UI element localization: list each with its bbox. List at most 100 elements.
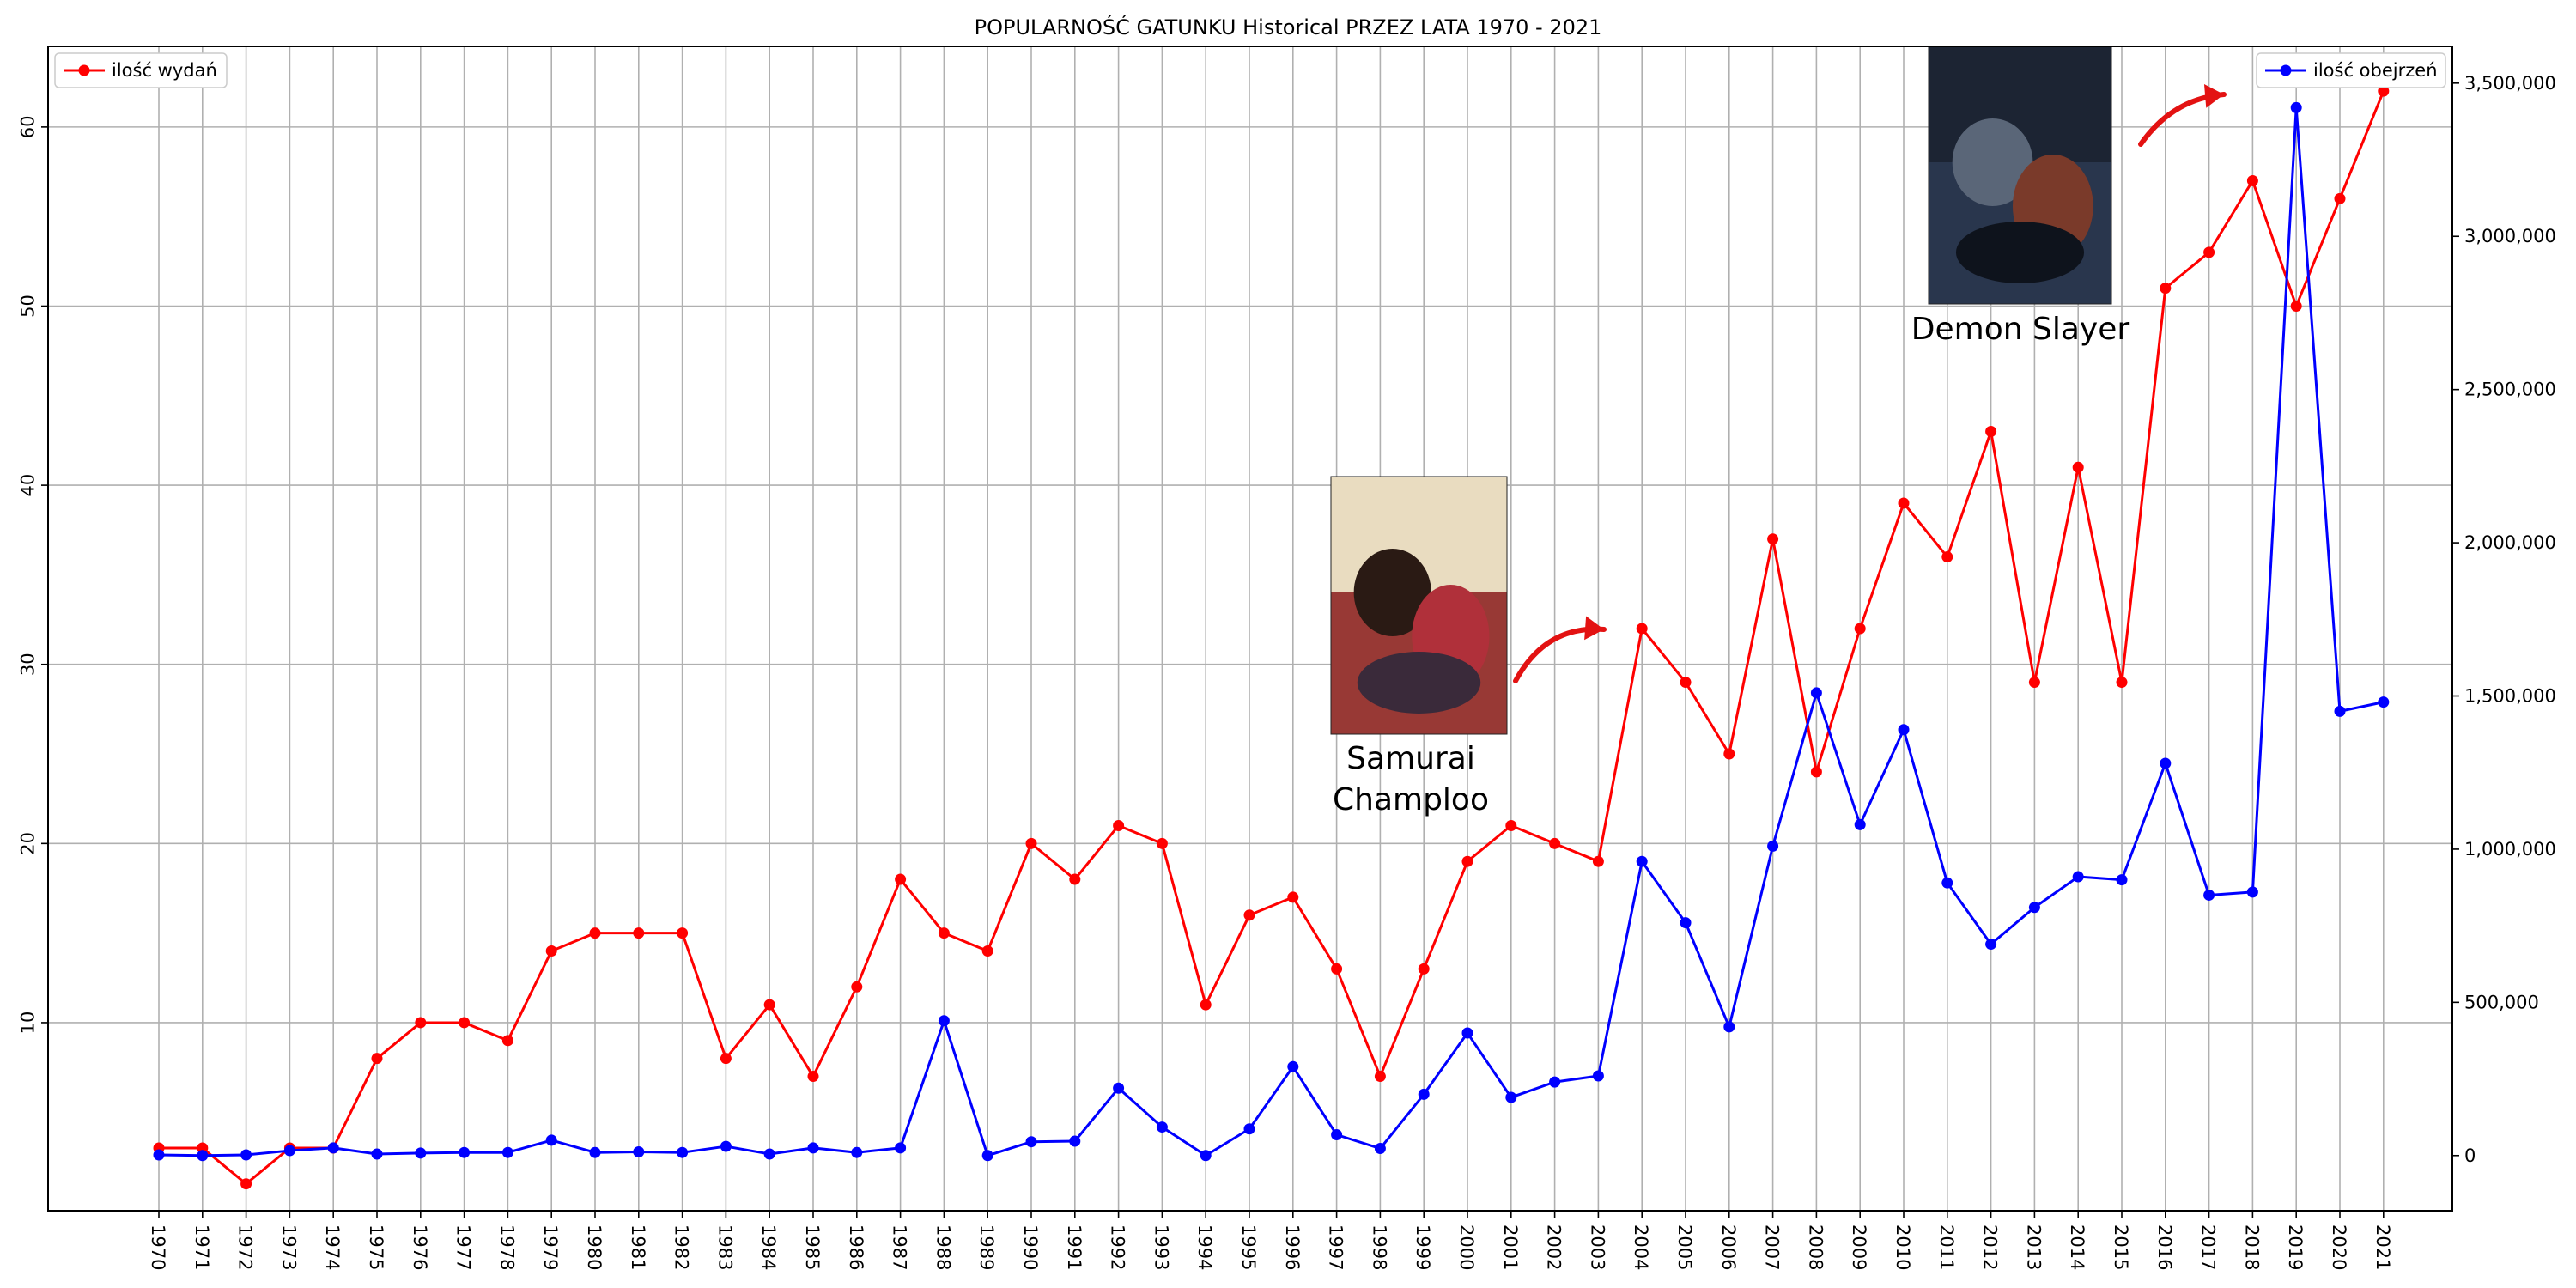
data-point [677,1146,689,1158]
x-tick-label: 1992 [1108,1224,1128,1270]
data-point [197,1150,209,1162]
data-point [1636,855,1648,867]
data-point [501,1035,513,1047]
x-tick-label: 1993 [1151,1224,1171,1270]
x-tick-label: 2001 [1500,1224,1521,1270]
data-point [1941,551,1953,563]
x-tick-label: 1981 [628,1224,648,1270]
y-left-tick-label: 10 [17,1012,38,1035]
data-point [1069,873,1081,885]
data-point [1243,1123,1255,1135]
data-point [895,1142,907,1154]
x-tick-label: 2004 [1631,1224,1651,1270]
data-point [1898,497,1910,509]
data-point [1505,1091,1517,1103]
x-tick-label: 1994 [1194,1224,1215,1270]
data-point [1331,1129,1343,1141]
data-point [1723,1021,1735,1033]
data-point [1854,623,1866,635]
data-point [545,1134,557,1146]
data-point [1156,1121,1168,1133]
x-tick-label: 1977 [453,1224,474,1270]
x-tick-label: 2000 [1456,1224,1477,1270]
x-tick-label: 1991 [1064,1224,1084,1270]
y-right-tick-label: 2,500,000 [2464,380,2556,400]
x-tick-label: 1984 [758,1224,779,1270]
x-tick-label: 2008 [1805,1224,1826,1270]
data-point [1592,855,1604,867]
data-point [851,1146,863,1158]
y-right-tick-label: 1,000,000 [2464,839,2556,860]
data-point [851,981,863,993]
y-right-tick-label: 0 [2464,1145,2476,1166]
x-tick-label: 1983 [714,1224,735,1270]
legend-label: ilość wydań [112,60,217,81]
data-point [327,1142,339,1154]
poster-samurai-champloo [1330,476,1508,735]
arrow-head [1584,616,1604,641]
data-point [371,1053,383,1065]
data-point [153,1149,165,1161]
data-point [1810,766,1822,778]
x-tick-label: 2009 [1849,1224,1869,1270]
data-point [501,1146,513,1158]
caption-samurai-champloo-line2: Champloo [1333,782,1489,817]
data-point [2203,889,2215,901]
data-point [2246,886,2258,898]
y-right-tick-label: 2,000,000 [2464,532,2556,553]
data-point [981,945,993,957]
data-point [2160,283,2172,295]
x-tick-label: 2005 [1674,1224,1695,1270]
y-right-tick-label: 3,000,000 [2464,226,2556,246]
x-tick-label: 2011 [1936,1224,1957,1270]
data-point [1767,840,1779,852]
legend-marker [2280,64,2292,76]
data-point [1461,855,1473,867]
x-tick-label: 1978 [496,1224,517,1270]
data-point [545,945,557,957]
data-point [1898,724,1910,736]
x-tick-label: 1999 [1413,1224,1433,1270]
y-right-tick-label: 1,500,000 [2464,686,2556,707]
data-point [1113,819,1125,831]
x-tick-label: 1975 [366,1224,386,1270]
caption-samurai-champloo-line1: Samurai [1346,741,1475,776]
legend-box [54,52,228,88]
data-point [633,1145,645,1157]
data-point [2246,174,2258,186]
x-tick-label: 2015 [2111,1224,2131,1270]
x-tick-label: 2003 [1587,1224,1607,1270]
series-layer [153,85,2390,1190]
data-point [1549,1076,1561,1088]
data-point [415,1147,427,1159]
data-point [1549,837,1561,849]
data-point [1418,963,1430,975]
x-tick-label: 2002 [1544,1224,1564,1270]
x-tick-label: 1987 [890,1224,910,1270]
x-tick-label: 1971 [191,1224,212,1270]
data-point [1941,877,1953,889]
x-tick-label: 2016 [2154,1224,2175,1270]
data-point [2290,101,2302,113]
data-point [1113,1082,1125,1094]
x-tick-label: 1979 [540,1224,561,1270]
legends: ilość wydań ilość obejrzeń [54,52,2446,88]
data-point [1680,917,1692,929]
data-point [1985,426,1997,438]
data-point [2072,461,2084,473]
y-right-tick-label: 3,500,000 [2464,73,2556,94]
y-right-tick-label: 500,000 [2464,992,2539,1012]
data-point [459,1017,471,1029]
data-point [1767,533,1779,545]
data-point [240,1178,252,1190]
data-point [1287,1060,1299,1072]
x-tick-label: 1970 [148,1224,168,1270]
data-point [2072,871,2084,883]
data-point [371,1148,383,1160]
data-point [720,1053,732,1065]
x-tick-label: 1998 [1369,1224,1389,1270]
data-point [763,1148,775,1160]
data-point [2160,757,2172,769]
data-point [807,1142,819,1154]
